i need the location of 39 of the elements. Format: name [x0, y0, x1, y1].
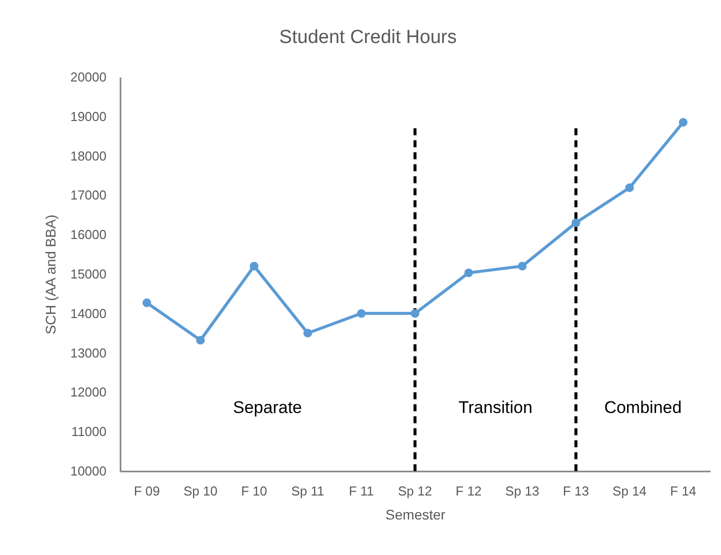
point: [464, 268, 473, 278]
y-tick-label: 14000: [70, 306, 106, 321]
y-tick-label: 18000: [70, 148, 106, 164]
point: [196, 336, 205, 345]
y-axis-title: SCH (AA and BBA): [42, 214, 58, 334]
y-tick-label: 13000: [70, 345, 106, 360]
x-tick-label: Sp 13: [505, 484, 540, 498]
point: [518, 262, 527, 270]
y-tick-label: 12000: [70, 384, 106, 400]
y-tick-label: 11000: [71, 424, 106, 440]
y-tick-label: 19000: [70, 108, 106, 124]
chart-title: Student Credit Hours: [279, 27, 457, 48]
x-tick-label: F 13: [562, 484, 589, 498]
x-tick-label: Sp 11: [291, 484, 324, 498]
x-tick-label: F 12: [456, 484, 482, 498]
point: [357, 309, 366, 318]
y-tick-label: 15000: [70, 266, 106, 282]
point: [142, 298, 152, 308]
x-axis-title: Semester: [386, 506, 446, 522]
x-tick-label: Sp 12: [398, 484, 432, 498]
annotation: Separate: [233, 398, 302, 417]
annotation: Combined: [604, 398, 682, 417]
point: [678, 118, 688, 127]
point: [250, 262, 258, 270]
y-tick-label: 10000: [70, 464, 106, 478]
point: [410, 309, 420, 318]
y-tick-label: 16000: [70, 227, 106, 242]
x-tick-label: F 14: [670, 484, 696, 498]
x-tick-label: F 10: [241, 484, 268, 498]
annotation: Transition: [458, 398, 532, 417]
x-tick-label: Sp 14: [612, 484, 647, 498]
x-tick-label: F 11: [348, 484, 374, 498]
point: [303, 328, 312, 338]
point: [625, 183, 634, 192]
point: [572, 218, 580, 228]
x-tick-label: F 09: [134, 484, 160, 498]
x-tick-label: Sp 10: [183, 484, 218, 498]
y-tick-label: 17000: [70, 188, 106, 203]
y-tick-label: 20000: [70, 70, 106, 84]
